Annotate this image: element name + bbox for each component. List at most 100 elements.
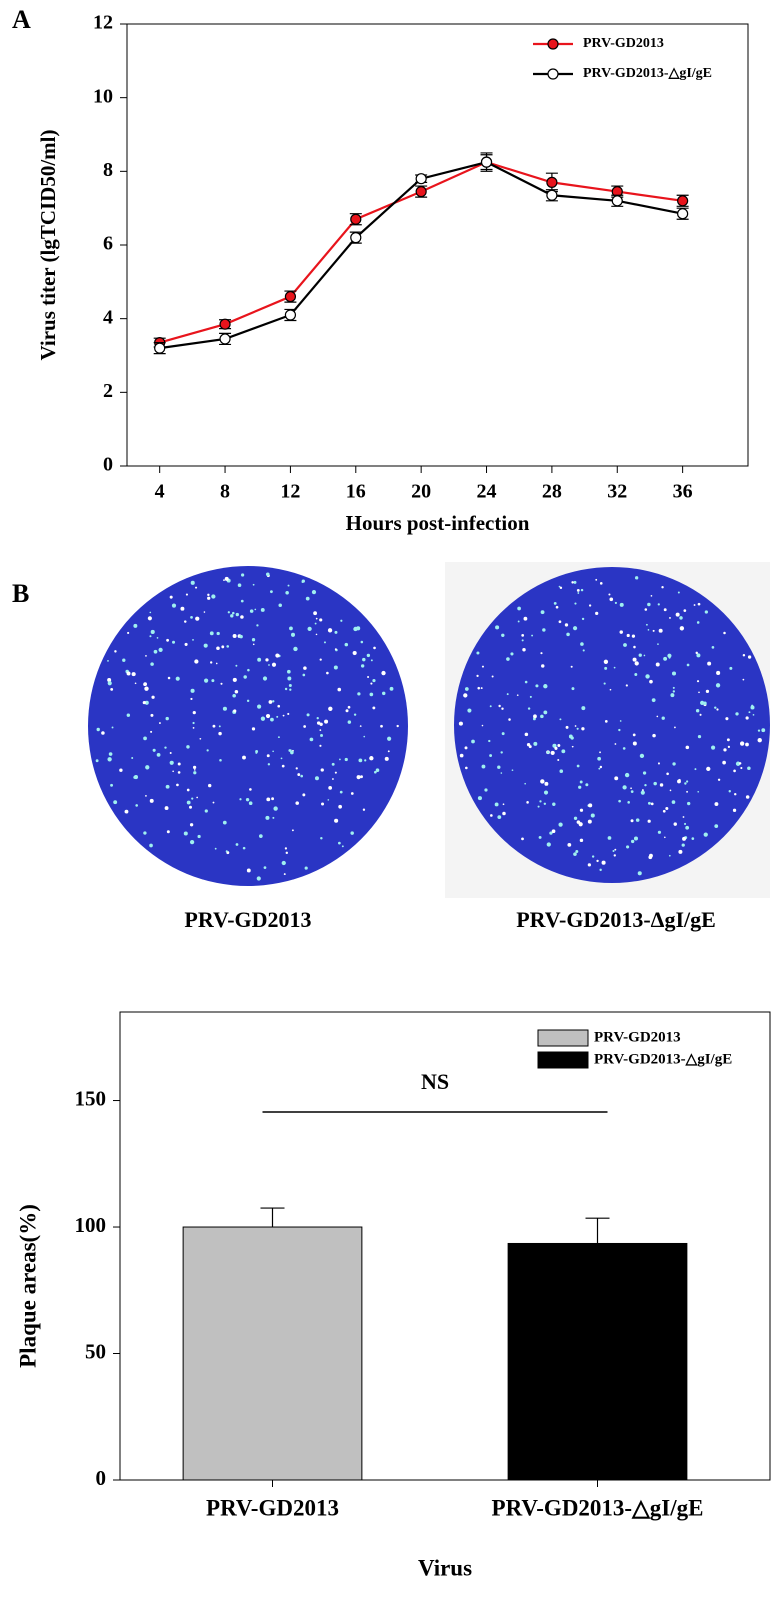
- plaque: [506, 693, 509, 696]
- plaque: [251, 727, 256, 731]
- plaque: [537, 805, 540, 808]
- plaque: [258, 834, 263, 838]
- plaque: [572, 626, 578, 631]
- plaque: [567, 842, 572, 847]
- plaque: [334, 771, 337, 774]
- plaque: [221, 645, 225, 649]
- plaque: [119, 768, 123, 772]
- plaque: [108, 752, 113, 756]
- plaque: [370, 659, 373, 662]
- x-tick-label: 16: [346, 481, 366, 503]
- plaque: [649, 853, 653, 858]
- plaque: [224, 576, 229, 581]
- plaque: [345, 709, 349, 713]
- plaque: [526, 742, 531, 747]
- plaque: [669, 789, 672, 792]
- plaque: [133, 623, 138, 628]
- plaque: [328, 786, 333, 790]
- plaque: [550, 750, 555, 756]
- plaque: [498, 704, 501, 708]
- plaque: [215, 662, 218, 665]
- plaque: [169, 760, 174, 765]
- plaque: [319, 729, 322, 731]
- plaque: [677, 591, 680, 594]
- plaque: [260, 608, 265, 612]
- plaque: [714, 802, 719, 806]
- plaque: [210, 661, 213, 664]
- plaque: [571, 687, 575, 691]
- plaque: [316, 717, 319, 720]
- marker: [154, 342, 166, 354]
- plaque: [740, 766, 743, 770]
- plaque: [577, 592, 580, 594]
- plaque: [268, 700, 273, 704]
- plaque: [500, 751, 503, 754]
- plaque: [324, 719, 329, 724]
- plaque: [647, 629, 650, 631]
- plaque: [706, 766, 711, 771]
- plaque: [183, 831, 188, 836]
- plaque: [186, 788, 190, 792]
- plaque: [729, 666, 733, 670]
- plaque: [389, 686, 394, 691]
- plaque: [733, 769, 736, 773]
- plaque: [734, 792, 737, 796]
- plaque: [508, 718, 511, 721]
- plaque: [270, 717, 274, 722]
- plaque: [278, 603, 282, 607]
- plaque: [489, 754, 493, 757]
- plaque: [559, 586, 563, 590]
- plaque: [668, 854, 671, 857]
- plaque: [356, 775, 361, 780]
- plaque: [337, 687, 342, 692]
- plaque: [372, 679, 376, 683]
- plaque: [214, 847, 217, 850]
- plaque: [246, 699, 250, 703]
- plaque: [570, 665, 573, 668]
- plaque: [263, 866, 267, 870]
- plaque: [727, 745, 731, 748]
- plaque: [666, 772, 669, 776]
- plaque: [387, 736, 392, 741]
- marker: [611, 195, 623, 207]
- plaque: [540, 652, 543, 655]
- plaque: [352, 651, 357, 656]
- plaque: [652, 733, 656, 738]
- plaque: [131, 756, 134, 759]
- plaque: [587, 863, 592, 867]
- y-tick-label: 8: [103, 159, 113, 181]
- plaque: [328, 706, 333, 712]
- plaque: [618, 728, 621, 732]
- plaque: [711, 745, 716, 750]
- plaque: [153, 649, 158, 654]
- plaque: [267, 763, 271, 766]
- plaque: [588, 803, 593, 808]
- plaque: [604, 666, 608, 670]
- plaque: [239, 798, 242, 801]
- plaque: [149, 611, 152, 614]
- plaque: [626, 845, 630, 849]
- plaque: [540, 610, 545, 615]
- plaque: [366, 653, 371, 658]
- plaque: [524, 782, 526, 785]
- plaque: [184, 642, 188, 646]
- plaque: [542, 628, 546, 632]
- plaque: [110, 687, 114, 691]
- plaque: [661, 586, 664, 589]
- plaque: [609, 597, 614, 602]
- plaque: [544, 781, 549, 786]
- legend-label: PRV-GD2013: [583, 36, 664, 51]
- plaque: [287, 712, 290, 716]
- plaque: [580, 588, 584, 592]
- plaque: [681, 843, 685, 847]
- plaque: [524, 732, 529, 737]
- plaque: [686, 790, 688, 793]
- plaque: [347, 705, 351, 709]
- plaque: [320, 768, 324, 772]
- plaque: [599, 868, 602, 872]
- plaque: [578, 822, 583, 827]
- plaque: [705, 689, 710, 694]
- y-tick-label: 2: [103, 380, 113, 402]
- plaque: [233, 709, 237, 713]
- plaque: [595, 611, 599, 616]
